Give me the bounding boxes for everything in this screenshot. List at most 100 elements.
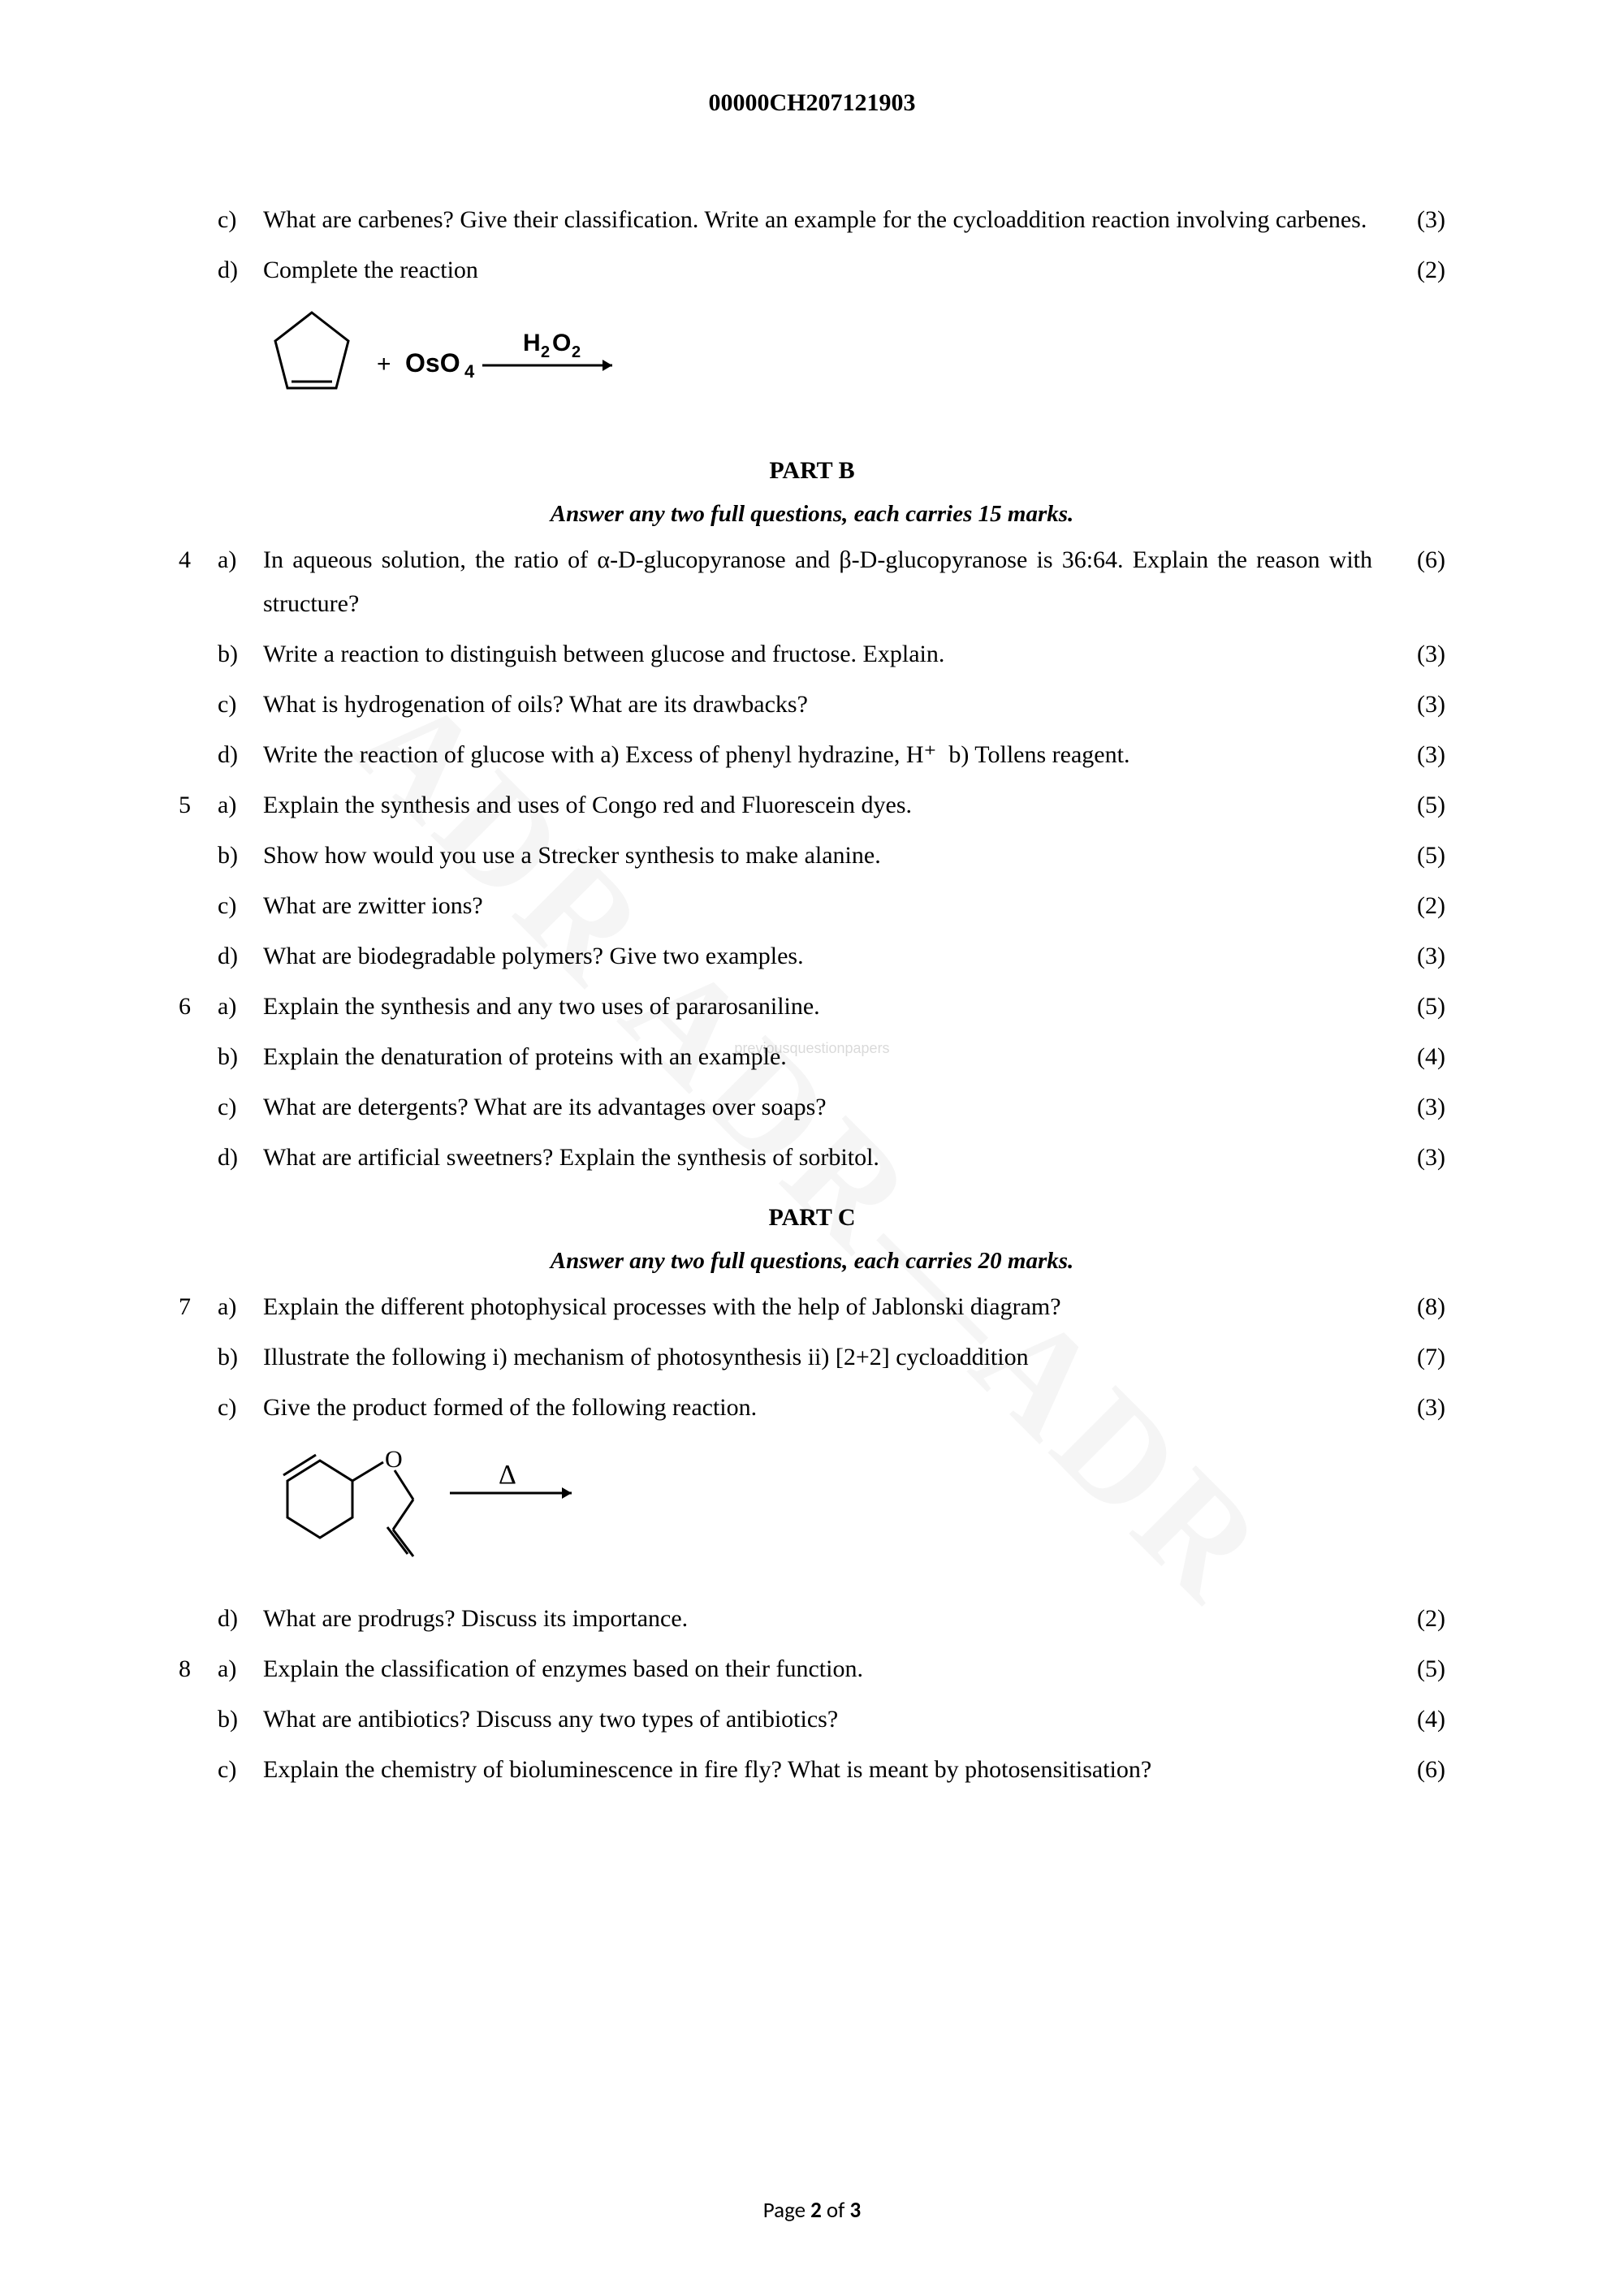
question-text: What are antibiotics? Discuss any two ty… bbox=[263, 1698, 1389, 1741]
footer-current: 2 bbox=[810, 2197, 822, 2224]
part-b-title: PART B bbox=[179, 449, 1445, 493]
question-marks: (4) bbox=[1389, 1698, 1445, 1741]
question-number: 8 bbox=[179, 1647, 218, 1691]
page-footer: Page 2 of 3 bbox=[0, 2191, 1624, 2231]
question-text: Explain the synthesis and uses of Congo … bbox=[263, 783, 1389, 827]
question-marks: (4) bbox=[1389, 1035, 1445, 1079]
question-row: d)What are artificial sweetners? Explain… bbox=[179, 1136, 1445, 1180]
question-marks: (2) bbox=[1389, 1597, 1445, 1641]
question-text: Explain the classification of enzymes ba… bbox=[263, 1647, 1389, 1691]
question-text: Show how would you use a Strecker synthe… bbox=[263, 834, 1389, 878]
question-row: c)What are detergents? What are its adva… bbox=[179, 1085, 1445, 1129]
question-row: b)What are antibiotics? Discuss any two … bbox=[179, 1698, 1445, 1741]
question-row: c)Give the product formed of the followi… bbox=[179, 1386, 1445, 1430]
question-marks: (3) bbox=[1389, 683, 1445, 727]
question-text: Explain the synthesis and any two uses o… bbox=[263, 985, 1389, 1029]
subpart-label: c) bbox=[218, 1748, 263, 1792]
subpart-label: d) bbox=[218, 248, 263, 292]
question-text: What are carbenes? Give their classifica… bbox=[263, 198, 1389, 242]
question-text: Give the product formed of the following… bbox=[263, 1386, 1389, 1430]
svg-text:O: O bbox=[385, 1446, 403, 1473]
question-row: c)What are carbenes? Give their classifi… bbox=[179, 198, 1445, 242]
svg-text:OsO: OsO bbox=[405, 348, 460, 378]
question-marks: (8) bbox=[1389, 1285, 1445, 1329]
question-row: 8a)Explain the classification of enzymes… bbox=[179, 1647, 1445, 1691]
subpart-label: a) bbox=[218, 538, 263, 582]
subpart-label: c) bbox=[218, 1386, 263, 1430]
question-row: d)What are prodrugs? Discuss its importa… bbox=[179, 1597, 1445, 1641]
question-marks: (3) bbox=[1389, 1136, 1445, 1180]
question-text: What are artificial sweetners? Explain t… bbox=[263, 1136, 1389, 1180]
question-text: Complete the reaction bbox=[263, 248, 1389, 292]
question-row: b)Show how would you use a Strecker synt… bbox=[179, 834, 1445, 878]
footer-of: of bbox=[822, 2197, 850, 2224]
footer-prefix: Page bbox=[763, 2197, 810, 2224]
question-row: b)Write a reaction to distinguish betwee… bbox=[179, 632, 1445, 676]
question-row: 5a)Explain the synthesis and uses of Con… bbox=[179, 783, 1445, 827]
question-number: 5 bbox=[179, 783, 218, 827]
question-row: 6a)Explain the synthesis and any two use… bbox=[179, 985, 1445, 1029]
subpart-label: a) bbox=[218, 985, 263, 1029]
reaction-cyclopentene-oso4: + OsO 4 H 2 O 2 bbox=[263, 300, 1445, 429]
question-number: 4 bbox=[179, 538, 218, 582]
subpart-label: a) bbox=[218, 1285, 263, 1329]
svg-text:2: 2 bbox=[541, 343, 550, 361]
question-text: Write a reaction to distinguish between … bbox=[263, 632, 1389, 676]
question-text: Explain the denaturation of proteins wit… bbox=[263, 1035, 1389, 1079]
subpart-label: c) bbox=[218, 1085, 263, 1129]
subpart-label: b) bbox=[218, 632, 263, 676]
subpart-label: c) bbox=[218, 683, 263, 727]
svg-text:O: O bbox=[552, 330, 571, 356]
question-text: Explain the chemistry of bioluminescence… bbox=[263, 1748, 1389, 1792]
subpart-label: d) bbox=[218, 733, 263, 777]
subpart-label: c) bbox=[218, 884, 263, 928]
question-marks: (5) bbox=[1389, 985, 1445, 1029]
question-marks: (5) bbox=[1389, 834, 1445, 878]
subpart-label: b) bbox=[218, 834, 263, 878]
part-b-instruction: Answer any two full questions, each carr… bbox=[179, 493, 1445, 535]
question-number: 7 bbox=[179, 1285, 218, 1329]
subpart-label: b) bbox=[218, 1698, 263, 1741]
paper-code: 00000CH207121903 bbox=[179, 81, 1445, 125]
question-row: b)Illustrate the following i) mechanism … bbox=[179, 1336, 1445, 1379]
question-text: What are prodrugs? Discuss its importanc… bbox=[263, 1597, 1389, 1641]
question-text: Write the reaction of glucose with a) Ex… bbox=[263, 733, 1389, 777]
subpart-label: b) bbox=[218, 1035, 263, 1079]
question-text: What are detergents? What are its advant… bbox=[263, 1085, 1389, 1129]
question-row: c)What is hydrogenation of oils? What ar… bbox=[179, 683, 1445, 727]
question-text: Explain the different photophysical proc… bbox=[263, 1285, 1389, 1329]
question-row: 4a)In aqueous solution, the ratio of α-D… bbox=[179, 538, 1445, 626]
question-text: What are zwitter ions? bbox=[263, 884, 1389, 928]
question-marks: (6) bbox=[1389, 538, 1445, 582]
subpart-label: d) bbox=[218, 1136, 263, 1180]
svg-text:H: H bbox=[523, 330, 541, 356]
question-text: What are biodegradable polymers? Give tw… bbox=[263, 934, 1389, 978]
subpart-label: b) bbox=[218, 1336, 263, 1379]
question-row: 7a)Explain the different photophysical p… bbox=[179, 1285, 1445, 1329]
question-marks: (5) bbox=[1389, 1647, 1445, 1691]
question-marks: (7) bbox=[1389, 1336, 1445, 1379]
question-marks: (6) bbox=[1389, 1748, 1445, 1792]
svg-text:2: 2 bbox=[572, 343, 581, 361]
question-marks: (2) bbox=[1389, 884, 1445, 928]
subpart-label: a) bbox=[218, 783, 263, 827]
question-marks: (5) bbox=[1389, 783, 1445, 827]
question-marks: (3) bbox=[1389, 934, 1445, 978]
svg-text:4: 4 bbox=[464, 361, 475, 382]
question-row: c)Explain the chemistry of bioluminescen… bbox=[179, 1748, 1445, 1792]
question-marks: (3) bbox=[1389, 1085, 1445, 1129]
subpart-label: a) bbox=[218, 1647, 263, 1691]
question-marks: (3) bbox=[1389, 198, 1445, 242]
svg-text:Δ: Δ bbox=[499, 1460, 516, 1490]
subpart-label: d) bbox=[218, 934, 263, 978]
question-row: d)Complete the reaction(2) bbox=[179, 248, 1445, 292]
question-marks: (3) bbox=[1389, 632, 1445, 676]
reaction-vinyl-allyl-ether: O Δ bbox=[263, 1436, 1445, 1573]
subpart-label: d) bbox=[218, 1597, 263, 1641]
question-number: 6 bbox=[179, 985, 218, 1029]
question-row: d)What are biodegradable polymers? Give … bbox=[179, 934, 1445, 978]
question-marks: (3) bbox=[1389, 733, 1445, 777]
question-marks: (3) bbox=[1389, 1386, 1445, 1430]
part-c-title: PART C bbox=[179, 1196, 1445, 1240]
question-marks: (2) bbox=[1389, 248, 1445, 292]
